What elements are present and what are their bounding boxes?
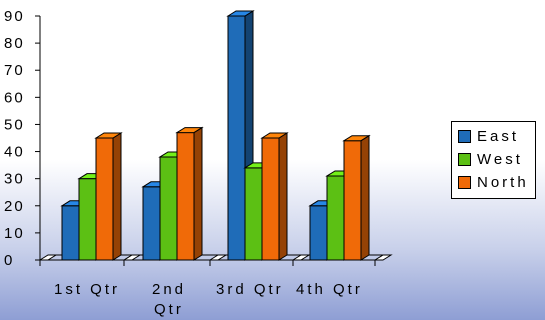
bar-east-front [61, 205, 80, 261]
y-tick-label: 80 [4, 35, 25, 52]
bar-north-top [342, 135, 371, 142]
bar-west-front [159, 156, 178, 261]
y-tick-label: 60 [4, 89, 25, 106]
bar-west-front [244, 167, 263, 261]
y-tick-label: 90 [4, 8, 25, 25]
bar-east-front [142, 186, 161, 261]
legend-label-east: East [477, 128, 520, 145]
y-tick-label: 50 [4, 116, 25, 133]
y-tick-label: 30 [4, 171, 25, 188]
bar-north-side [112, 132, 122, 261]
x-axis-divider [373, 254, 393, 261]
bar-north-front [261, 137, 280, 261]
bar-north-front [95, 137, 114, 261]
y-tick-label: 0 [4, 252, 14, 269]
y-tick-label: 10 [4, 225, 25, 242]
bar-east-top [226, 10, 255, 17]
bar-north-top [260, 132, 289, 139]
legend-label-west: West [477, 151, 523, 168]
x-axis-divider [38, 254, 58, 261]
x-category-label: 4th Qtr [296, 281, 363, 298]
legend-swatch-west [458, 153, 471, 166]
legend-swatch-east [458, 130, 471, 143]
x-category-label: 3rd Qtr [216, 281, 284, 298]
bar-north-side [360, 134, 370, 261]
bar-north-top [175, 127, 204, 134]
x-axis-divider [291, 254, 311, 261]
legend: East West North [451, 121, 536, 199]
bar-north-top [94, 132, 123, 139]
bar-east-front [227, 15, 246, 261]
x-axis-divider [122, 254, 142, 261]
legend-swatch-north [458, 176, 471, 189]
y-tick-label: 70 [4, 62, 25, 79]
bar-north-front [343, 140, 362, 261]
x-category-label-line: 2nd [152, 281, 186, 298]
x-axis-divider [208, 254, 228, 261]
x-category-label: 1st Qtr [54, 281, 120, 298]
bar-west-front [326, 175, 345, 261]
bar-north-side [193, 126, 203, 261]
y-tick-label: 40 [4, 144, 25, 161]
legend-item-west: West [458, 148, 529, 171]
bar-north-side [278, 132, 288, 261]
bar-west-front [78, 178, 97, 261]
legend-label-north: North [477, 174, 529, 191]
bar-north-front [176, 132, 195, 261]
bar-east-front [309, 205, 328, 261]
legend-item-east: East [458, 125, 529, 148]
x-category-label-line: Qtr [154, 301, 184, 318]
y-tick-label: 20 [4, 198, 25, 215]
x-category-label: 2nd Qtr [152, 281, 186, 318]
legend-item-north: North [458, 171, 529, 194]
